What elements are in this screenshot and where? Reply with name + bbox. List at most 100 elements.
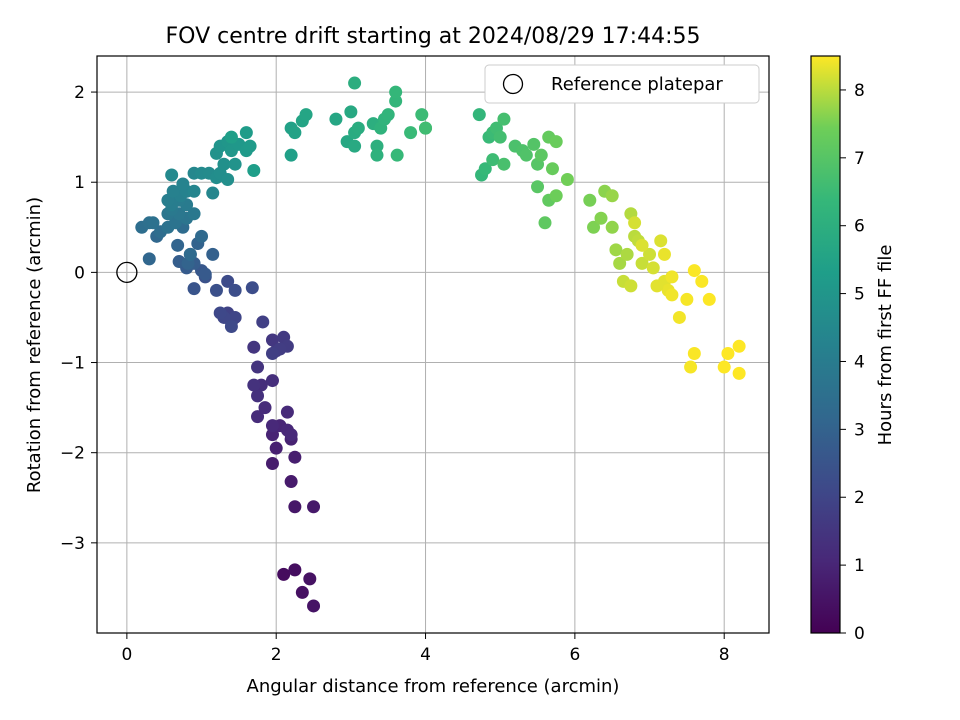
y-tick-label: 0 — [74, 263, 85, 283]
data-point — [299, 108, 313, 122]
data-point — [224, 130, 238, 144]
reference-marker-layer — [116, 261, 138, 284]
data-point — [187, 207, 201, 221]
data-point — [527, 137, 541, 151]
data-point — [635, 256, 649, 270]
data-point — [538, 216, 552, 230]
data-point — [239, 126, 253, 140]
data-point — [665, 288, 679, 302]
data-point — [265, 457, 279, 471]
data-point — [221, 173, 235, 187]
data-point — [732, 366, 746, 380]
x-axis-label: Angular distance from reference (arcmin) — [247, 676, 620, 697]
data-point — [497, 112, 511, 126]
colorbar-gradient — [810, 55, 841, 634]
data-point — [251, 389, 265, 403]
data-point — [613, 256, 627, 270]
data-point — [195, 229, 209, 243]
colorbar-tick-label: 7 — [854, 149, 865, 169]
legend: Reference platepar — [484, 64, 760, 104]
data-point — [176, 177, 190, 191]
x-tick-label: 2 — [271, 645, 282, 665]
colorbar-ticks: 0 1 2 3 4 5 6 7 8 — [840, 81, 865, 644]
data-point — [166, 184, 180, 198]
data-point — [605, 220, 619, 234]
data-point — [672, 310, 686, 324]
data-point — [472, 108, 486, 122]
data-point — [221, 274, 235, 288]
data-point — [687, 347, 701, 361]
data-point — [284, 148, 298, 162]
data-point — [389, 85, 403, 99]
data-point — [288, 450, 302, 464]
data-point — [183, 247, 197, 261]
data-point — [247, 340, 261, 354]
data-point — [519, 148, 533, 162]
data-point — [256, 315, 270, 329]
data-point — [247, 378, 261, 392]
data-point — [721, 347, 735, 361]
data-point — [620, 247, 634, 261]
data-point — [594, 211, 608, 225]
x-tick-label: 0 — [121, 645, 132, 665]
colorbar-tick-label: 0 — [854, 624, 865, 644]
data-point — [549, 135, 563, 149]
data-point — [224, 319, 238, 333]
data-point — [531, 180, 545, 194]
x-axis-ticks: 0 2 4 6 8 — [121, 633, 730, 665]
colorbar-tick-label: 8 — [854, 81, 865, 101]
data-point — [329, 112, 343, 126]
colorbar: 0 1 2 3 4 5 6 7 8 Hours from first FF file — [810, 55, 896, 644]
data-point — [251, 410, 265, 424]
data-point — [389, 94, 403, 108]
colorbar-tick-label: 6 — [854, 217, 865, 237]
data-point — [284, 428, 298, 442]
data-points — [135, 76, 746, 613]
data-point — [344, 105, 358, 119]
y-axis-ticks: −3 −2 −1 0 1 2 — [60, 83, 97, 554]
data-point — [657, 247, 671, 261]
data-point — [213, 306, 227, 320]
data-point — [187, 282, 201, 296]
data-point — [717, 360, 731, 374]
data-point — [654, 234, 668, 248]
data-point — [605, 189, 619, 203]
chart-title: FOV centre drift starting at 2024/08/29 … — [166, 24, 701, 49]
y-tick-label: −3 — [60, 534, 85, 554]
data-point — [280, 405, 294, 419]
data-point — [351, 121, 365, 135]
legend-reference-marker-icon — [502, 73, 524, 95]
grid-lines — [97, 56, 769, 633]
y-tick-label: 1 — [74, 173, 85, 193]
data-point — [478, 162, 492, 176]
data-point — [390, 148, 404, 162]
data-point — [534, 148, 548, 162]
x-tick-label: 6 — [569, 645, 580, 665]
data-point — [628, 216, 642, 230]
data-point — [370, 139, 384, 153]
plot-frame — [96, 55, 770, 634]
data-point — [665, 270, 679, 284]
data-point — [209, 283, 223, 297]
data-point — [258, 401, 272, 415]
data-point — [415, 108, 429, 122]
y-tick-label: −2 — [60, 444, 85, 464]
colorbar-tick-label: 1 — [854, 556, 865, 576]
data-point — [206, 186, 220, 200]
data-point — [486, 153, 500, 167]
data-point — [493, 130, 507, 144]
data-point — [228, 283, 242, 297]
colorbar-tick-label: 5 — [854, 285, 865, 305]
data-point — [587, 220, 601, 234]
data-point — [146, 216, 160, 230]
data-point — [650, 279, 664, 293]
colorbar-tick-label: 2 — [854, 488, 865, 508]
data-point — [687, 264, 701, 278]
colorbar-tick-label: 4 — [854, 352, 865, 372]
data-point — [284, 475, 298, 489]
data-point — [646, 261, 660, 275]
legend-box — [484, 64, 760, 104]
y-axis-label: Rotation from reference (arcmin) — [24, 197, 45, 493]
data-point — [142, 252, 156, 266]
